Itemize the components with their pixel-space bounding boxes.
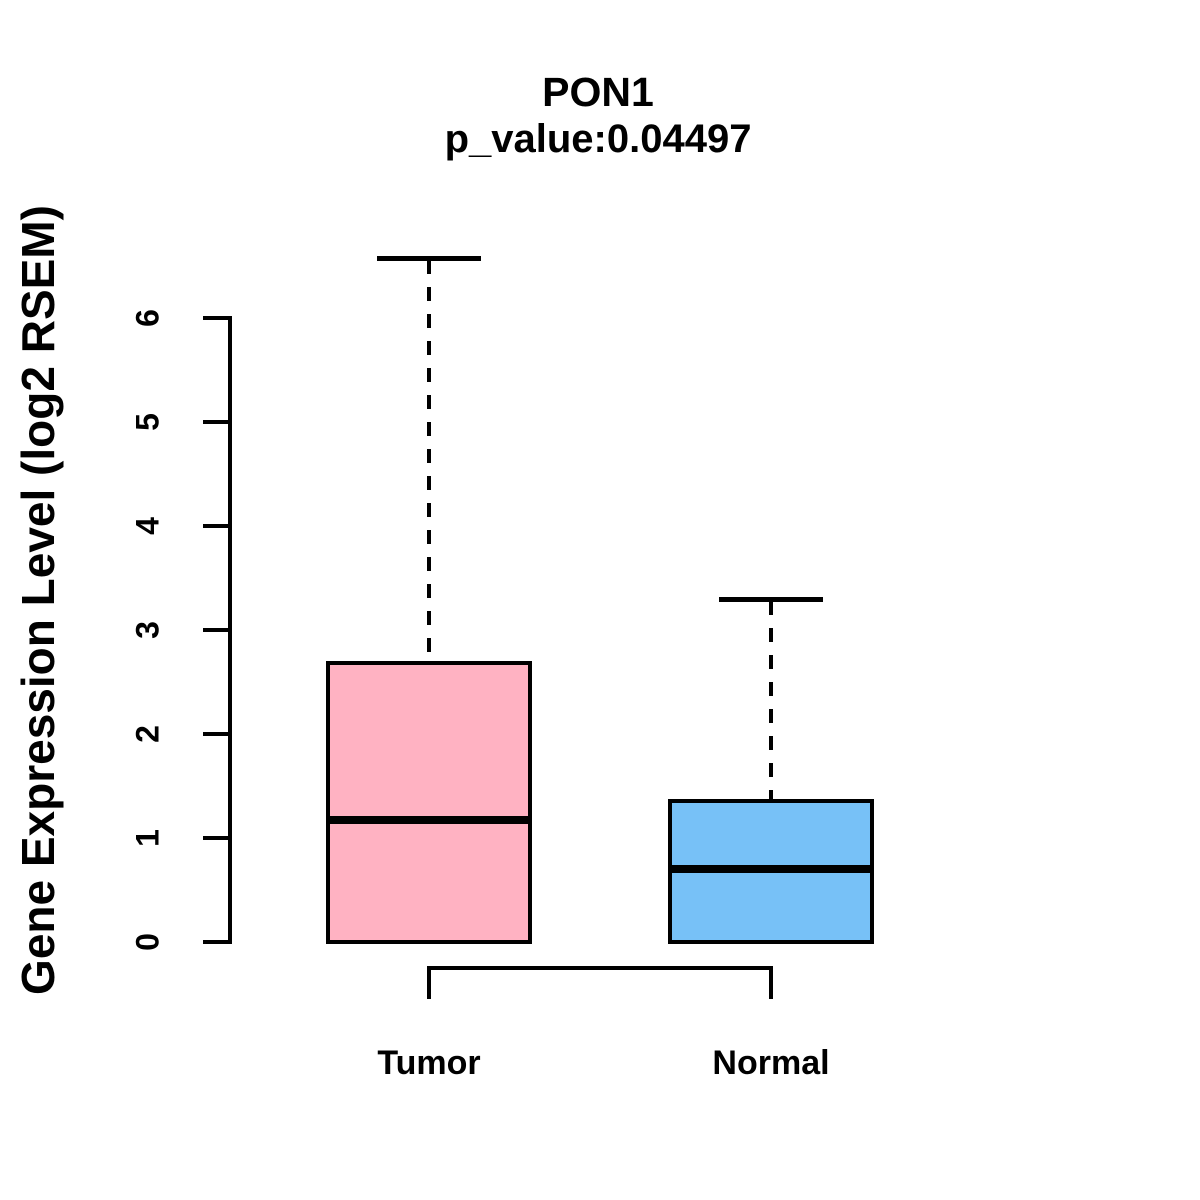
y-tick-label: 0 <box>129 933 166 951</box>
whisker-cap-tumor <box>377 255 481 261</box>
whisker-line-normal <box>769 600 773 799</box>
median-line-tumor <box>326 816 532 825</box>
y-axis-label: Gene Expression Level (log2 RSEM) <box>12 205 64 995</box>
y-tick-label: 6 <box>129 309 166 327</box>
comparison-bracket-left-leg <box>427 966 431 999</box>
box-tumor <box>326 661 532 944</box>
y-tick-label: 3 <box>129 621 166 639</box>
chart-title: PON1 <box>542 69 654 115</box>
y-tick-label: 1 <box>129 829 166 847</box>
y-tick-label: 4 <box>129 517 166 535</box>
y-tick <box>203 732 230 736</box>
chart-subtitle-pvalue: p_value:0.04497 <box>444 117 752 161</box>
comparison-bracket-right-leg <box>769 966 773 999</box>
y-tick <box>203 420 230 424</box>
y-tick-label: 2 <box>129 725 166 743</box>
y-tick <box>203 316 230 320</box>
whisker-line-tumor <box>427 259 431 662</box>
y-tick <box>203 628 230 632</box>
group-label-normal: Normal <box>712 1044 830 1082</box>
y-tick-label: 5 <box>129 413 166 431</box>
y-axis-line <box>228 316 232 944</box>
y-tick <box>203 524 230 528</box>
comparison-bracket-horizontal <box>429 966 771 970</box>
y-tick <box>203 836 230 840</box>
median-line-normal <box>668 865 874 874</box>
whisker-cap-normal <box>719 596 823 602</box>
group-label-tumor: Tumor <box>377 1044 481 1082</box>
y-tick <box>203 940 230 944</box>
